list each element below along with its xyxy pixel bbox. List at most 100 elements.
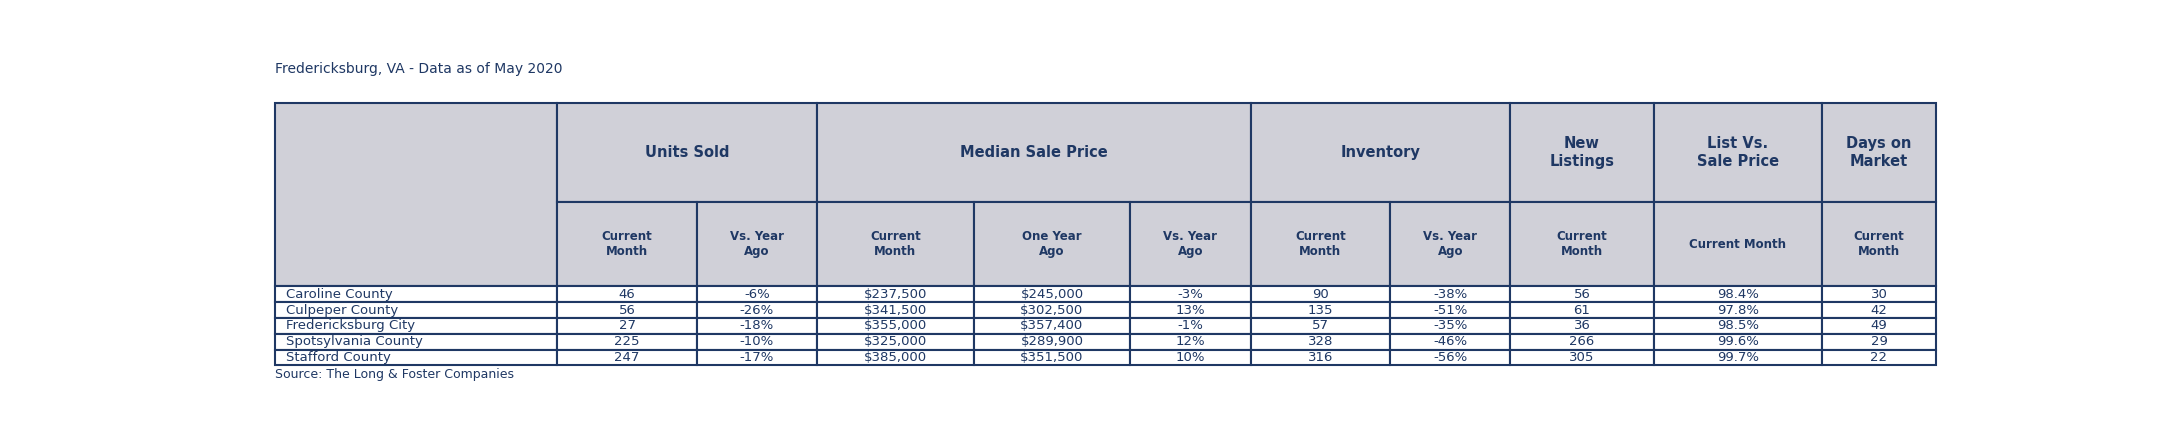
Text: $385,000: $385,000 <box>863 351 928 364</box>
Bar <box>1251 287 1389 302</box>
Text: Current
Month: Current Month <box>869 230 921 258</box>
Text: 247: 247 <box>615 351 641 364</box>
Text: New
Listings: New Listings <box>1549 136 1613 169</box>
Bar <box>818 302 973 318</box>
Text: 305: 305 <box>1570 351 1594 364</box>
Bar <box>1389 318 1510 334</box>
Text: 97.8%: 97.8% <box>1717 303 1758 317</box>
Bar <box>1389 302 1510 318</box>
Bar <box>1510 334 1654 350</box>
Bar <box>274 350 557 365</box>
Bar <box>557 318 697 334</box>
Text: $351,500: $351,500 <box>1020 351 1083 364</box>
Text: 99.7%: 99.7% <box>1717 351 1758 364</box>
Text: Current
Month: Current Month <box>1557 230 1607 258</box>
Bar <box>1130 350 1251 365</box>
Bar <box>274 302 557 318</box>
Text: 135: 135 <box>1307 303 1333 317</box>
Text: 316: 316 <box>1307 351 1333 364</box>
Text: Caroline County: Caroline County <box>287 288 393 301</box>
Text: $245,000: $245,000 <box>1020 288 1083 301</box>
Bar <box>1823 302 1937 318</box>
Bar <box>274 103 557 287</box>
Bar <box>697 318 818 334</box>
Bar <box>1510 350 1654 365</box>
Text: Days on
Market: Days on Market <box>1846 136 1911 169</box>
Text: -6%: -6% <box>744 288 770 301</box>
Bar <box>1130 287 1251 302</box>
Text: 98.5%: 98.5% <box>1717 319 1758 332</box>
Bar <box>1654 202 1823 287</box>
Text: 12%: 12% <box>1176 335 1206 348</box>
Bar <box>1389 334 1510 350</box>
Text: Fredericksburg, VA - Data as of May 2020: Fredericksburg, VA - Data as of May 2020 <box>274 62 563 76</box>
Bar <box>557 302 697 318</box>
Text: $237,500: $237,500 <box>863 288 928 301</box>
Text: Units Sold: Units Sold <box>645 145 729 160</box>
Text: 36: 36 <box>1575 319 1590 332</box>
Text: Spotsylvania County: Spotsylvania County <box>287 335 423 348</box>
Text: -35%: -35% <box>1432 319 1467 332</box>
Bar <box>1510 287 1654 302</box>
Bar <box>1654 103 1823 202</box>
Text: Current Month: Current Month <box>1689 238 1786 251</box>
Text: Vs. Year
Ago: Vs. Year Ago <box>1163 230 1217 258</box>
Text: -38%: -38% <box>1432 288 1467 301</box>
Text: Current
Month: Current Month <box>602 230 651 258</box>
Text: $289,900: $289,900 <box>1020 335 1083 348</box>
Bar <box>697 350 818 365</box>
Bar <box>697 202 818 287</box>
Text: 225: 225 <box>615 335 641 348</box>
Bar <box>1389 350 1510 365</box>
Text: Stafford County: Stafford County <box>287 351 390 364</box>
Text: Culpeper County: Culpeper County <box>287 303 399 317</box>
Text: -17%: -17% <box>740 351 774 364</box>
Text: $357,400: $357,400 <box>1020 319 1083 332</box>
Bar <box>1389 287 1510 302</box>
Bar <box>973 202 1130 287</box>
Text: -56%: -56% <box>1432 351 1467 364</box>
Text: -1%: -1% <box>1178 319 1204 332</box>
Bar <box>1510 302 1654 318</box>
Bar <box>973 287 1130 302</box>
Text: -18%: -18% <box>740 319 774 332</box>
Text: Inventory: Inventory <box>1339 145 1421 160</box>
Text: 61: 61 <box>1575 303 1590 317</box>
Text: 10%: 10% <box>1176 351 1206 364</box>
Bar <box>1823 287 1937 302</box>
Bar <box>1510 318 1654 334</box>
Text: 27: 27 <box>619 319 636 332</box>
Text: Fredericksburg City: Fredericksburg City <box>287 319 416 332</box>
Bar <box>1251 350 1389 365</box>
Bar <box>1823 202 1937 287</box>
Text: $355,000: $355,000 <box>863 319 928 332</box>
Text: Vs. Year
Ago: Vs. Year Ago <box>1424 230 1478 258</box>
Bar <box>1823 318 1937 334</box>
Text: 56: 56 <box>619 303 636 317</box>
Text: -10%: -10% <box>740 335 774 348</box>
Text: 42: 42 <box>1870 303 1887 317</box>
Text: $325,000: $325,000 <box>863 335 928 348</box>
Text: Source: The Long & Foster Companies: Source: The Long & Foster Companies <box>274 368 513 381</box>
Text: 90: 90 <box>1311 288 1329 301</box>
Bar <box>1130 334 1251 350</box>
Text: 22: 22 <box>1870 351 1887 364</box>
Text: 57: 57 <box>1311 319 1329 332</box>
Text: -26%: -26% <box>740 303 774 317</box>
Text: -46%: -46% <box>1432 335 1467 348</box>
Bar <box>1823 334 1937 350</box>
Text: 46: 46 <box>619 288 636 301</box>
Text: $302,500: $302,500 <box>1020 303 1083 317</box>
Bar <box>1130 202 1251 287</box>
Bar <box>557 103 818 202</box>
Bar <box>1389 202 1510 287</box>
Bar <box>973 350 1130 365</box>
Bar <box>1823 350 1937 365</box>
Bar <box>1251 103 1510 202</box>
Bar <box>557 334 697 350</box>
Bar <box>1823 103 1937 202</box>
Bar <box>1130 302 1251 318</box>
Text: Current
Month: Current Month <box>1294 230 1346 258</box>
Text: 99.6%: 99.6% <box>1717 335 1758 348</box>
Text: 49: 49 <box>1870 319 1887 332</box>
